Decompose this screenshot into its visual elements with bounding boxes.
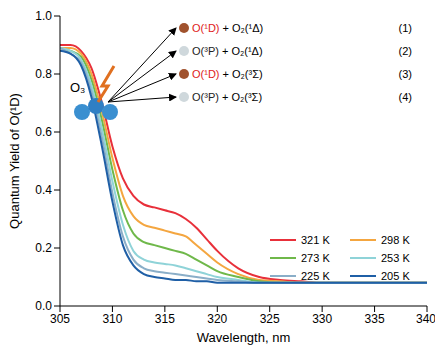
svg-text:0.6: 0.6 [35, 125, 52, 139]
svg-text:330: 330 [312, 312, 332, 326]
svg-text:320: 320 [207, 312, 227, 326]
svg-text:253 K: 253 K [381, 252, 410, 264]
svg-text:298 K: 298 K [381, 234, 410, 246]
svg-text:305: 305 [50, 312, 70, 326]
svg-text:O₃: O₃ [70, 80, 85, 95]
svg-text:0.0: 0.0 [35, 299, 52, 313]
svg-text:310: 310 [102, 312, 122, 326]
svg-text:O(³P) + O₂(³Σ): O(³P) + O₂(³Σ) [192, 91, 262, 103]
svg-text:(4): (4) [399, 91, 412, 103]
svg-text:1.0: 1.0 [35, 9, 52, 23]
svg-text:0.4: 0.4 [35, 183, 52, 197]
svg-text:325: 325 [260, 312, 280, 326]
svg-text:205 K: 205 K [381, 270, 410, 282]
svg-text:O(¹D) + O₂(¹Δ): O(¹D) + O₂(¹Δ) [192, 22, 263, 34]
svg-text:O(¹D) + O₂(³Σ): O(¹D) + O₂(³Σ) [192, 68, 263, 80]
svg-text:0.2: 0.2 [35, 241, 52, 255]
svg-text:273 K: 273 K [301, 252, 330, 264]
svg-text:Wavelength, nm: Wavelength, nm [197, 330, 290, 345]
svg-text:(3): (3) [399, 68, 412, 80]
svg-text:(1): (1) [399, 22, 412, 34]
svg-text:O(³P) + O₂(¹Δ): O(³P) + O₂(¹Δ) [192, 45, 263, 57]
svg-text:315: 315 [155, 312, 175, 326]
svg-text:335: 335 [365, 312, 385, 326]
svg-text:Quantum Yield of O(¹D): Quantum Yield of O(¹D) [8, 93, 22, 229]
svg-text:321 K: 321 K [301, 234, 330, 246]
svg-text:340: 340 [416, 312, 435, 326]
svg-text:0.8: 0.8 [35, 67, 52, 81]
svg-text:225 K: 225 K [301, 270, 330, 282]
svg-text:(2): (2) [399, 45, 412, 57]
